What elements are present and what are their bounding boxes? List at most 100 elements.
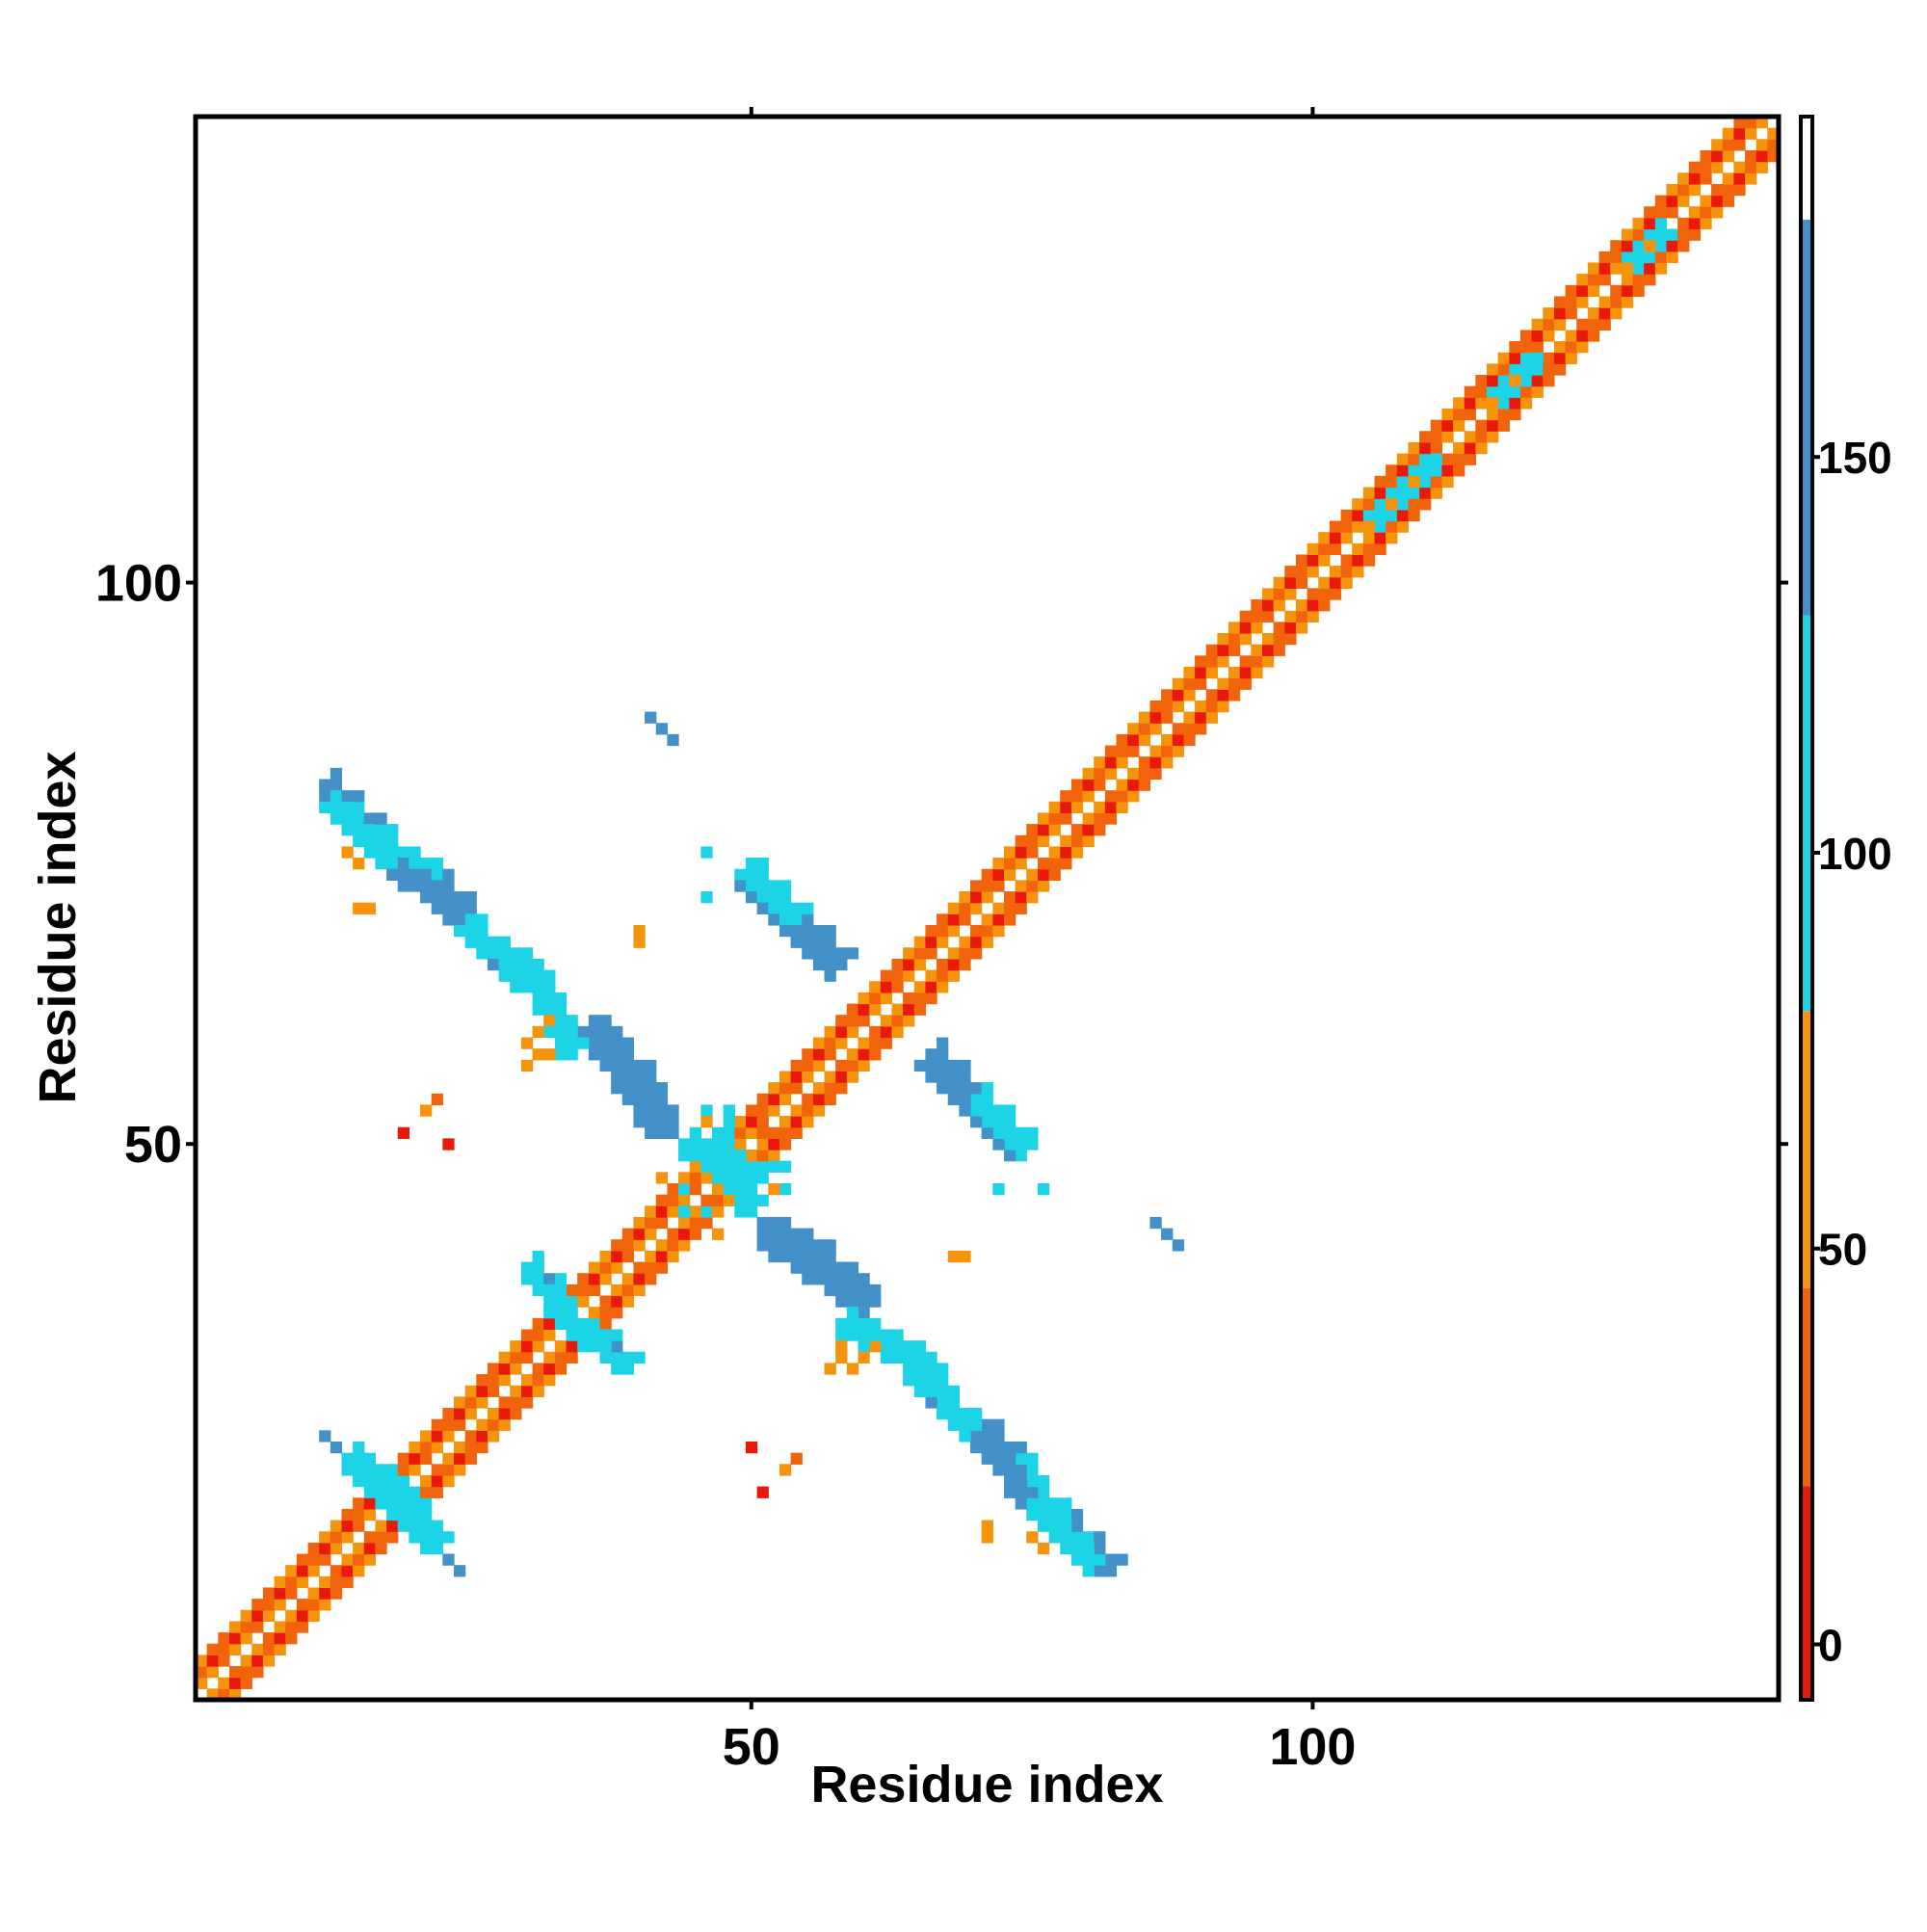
heatmap-cell — [599, 1250, 612, 1263]
heatmap-cell — [454, 1452, 466, 1465]
heatmap-cell — [689, 1160, 701, 1173]
heatmap-cell — [802, 1071, 814, 1083]
heatmap-cell — [1026, 880, 1039, 892]
heatmap-cell — [1386, 498, 1398, 511]
heatmap-cell — [970, 902, 983, 914]
heatmap-cell — [937, 1082, 949, 1095]
heatmap-cell — [1104, 1565, 1118, 1577]
heatmap-cell — [375, 1486, 387, 1498]
heatmap-cell — [476, 1396, 488, 1409]
heatmap-cell — [869, 1025, 882, 1039]
heatmap-cell — [1453, 453, 1465, 465]
heatmap-cell — [1598, 318, 1611, 331]
heatmap-cell — [464, 1452, 477, 1465]
heatmap-cell — [1610, 307, 1623, 320]
heatmap-cell — [846, 1261, 859, 1274]
heatmap-cell — [206, 1654, 219, 1667]
heatmap-cell — [1487, 375, 1499, 387]
heatmap-cell — [510, 1408, 522, 1420]
heatmap-cell — [1205, 666, 1218, 679]
heatmap-cell — [723, 1104, 735, 1117]
heatmap-cell — [846, 1363, 859, 1375]
heatmap-cell — [1362, 487, 1376, 499]
heatmap-cell — [645, 1116, 657, 1128]
heatmap-cell — [420, 1430, 433, 1442]
heatmap-cell — [1195, 711, 1207, 724]
heatmap-cell — [520, 1351, 534, 1364]
heatmap-cell — [420, 1474, 433, 1488]
heatmap-cell — [375, 834, 387, 848]
heatmap-cell — [981, 1126, 993, 1139]
heatmap-cell — [1003, 1486, 1016, 1498]
heatmap-cell — [319, 790, 331, 803]
heatmap-cell — [1677, 228, 1690, 241]
heatmap-cell — [375, 1497, 387, 1510]
heatmap-cell — [599, 1273, 612, 1285]
heatmap-cell — [959, 902, 971, 914]
heatmap-cell — [1700, 217, 1712, 230]
heatmap-cell — [397, 868, 409, 881]
x-tick-label: 100 — [1269, 1718, 1356, 1776]
heatmap-cell — [262, 1632, 276, 1645]
heatmap-cell — [1251, 622, 1263, 634]
heatmap-cell — [779, 924, 792, 938]
heatmap-cell — [566, 1284, 578, 1297]
heatmap-cell — [1138, 756, 1151, 769]
heatmap-cell — [1374, 543, 1386, 556]
heatmap-cell — [262, 1643, 276, 1655]
heatmap-cell — [285, 1621, 298, 1633]
heatmap-cell — [431, 1542, 443, 1555]
heatmap-cell — [756, 1172, 769, 1184]
heatmap-cell — [375, 846, 387, 859]
heatmap-cell — [1026, 1531, 1039, 1544]
heatmap-cell — [1318, 576, 1331, 589]
heatmap-cell — [1183, 723, 1196, 735]
heatmap-cell — [678, 1239, 691, 1252]
heatmap-cell — [510, 1396, 522, 1409]
heatmap-cell — [520, 958, 534, 971]
heatmap-cell — [611, 1351, 623, 1364]
heatmap-cell — [678, 1228, 691, 1240]
heatmap-cell — [1408, 487, 1420, 499]
heatmap-cell — [621, 1273, 635, 1285]
heatmap-cell — [992, 868, 1005, 881]
heatmap-cell — [599, 1261, 612, 1274]
heatmap-cell — [812, 1037, 826, 1049]
heatmap-cell — [386, 824, 399, 836]
heatmap-cell — [1015, 846, 1027, 859]
heatmap-cell — [1475, 431, 1488, 443]
heatmap-cell — [1487, 431, 1499, 443]
heatmap-cell — [734, 1116, 747, 1128]
heatmap-cell — [420, 858, 433, 870]
heatmap-cell — [431, 1464, 443, 1476]
heatmap-cell — [285, 1609, 298, 1623]
heatmap-cell — [1598, 262, 1611, 275]
y-axis-label: Residue index — [29, 751, 87, 1103]
heatmap-cell — [1509, 375, 1521, 387]
heatmap-cell — [375, 1542, 387, 1555]
heatmap-cell — [1026, 1464, 1039, 1476]
heatmap-cell — [554, 1048, 568, 1061]
heatmap-cell — [487, 1363, 500, 1375]
heatmap-cell — [981, 880, 993, 892]
heatmap-cell — [1587, 307, 1600, 320]
heatmap-cell — [779, 1071, 792, 1083]
heatmap-cell — [442, 891, 455, 904]
heatmap-cell — [1352, 498, 1364, 511]
heatmap-cell — [1003, 1452, 1016, 1465]
heatmap-cell — [947, 1082, 960, 1095]
heatmap-cell — [363, 1486, 377, 1498]
heatmap-cell — [1149, 767, 1162, 781]
heatmap-cell — [970, 1418, 983, 1431]
heatmap-cell — [1711, 161, 1724, 173]
heatmap-cell — [1441, 419, 1454, 432]
heatmap-cell — [779, 1093, 792, 1106]
heatmap-cell — [1531, 352, 1544, 364]
heatmap-cell — [1104, 756, 1118, 769]
heatmap-cell — [959, 1418, 971, 1431]
heatmap-cell — [1497, 352, 1510, 364]
heatmap-cell — [1497, 375, 1510, 387]
heatmap-cell — [1082, 834, 1095, 848]
heatmap-cell — [937, 1071, 949, 1083]
